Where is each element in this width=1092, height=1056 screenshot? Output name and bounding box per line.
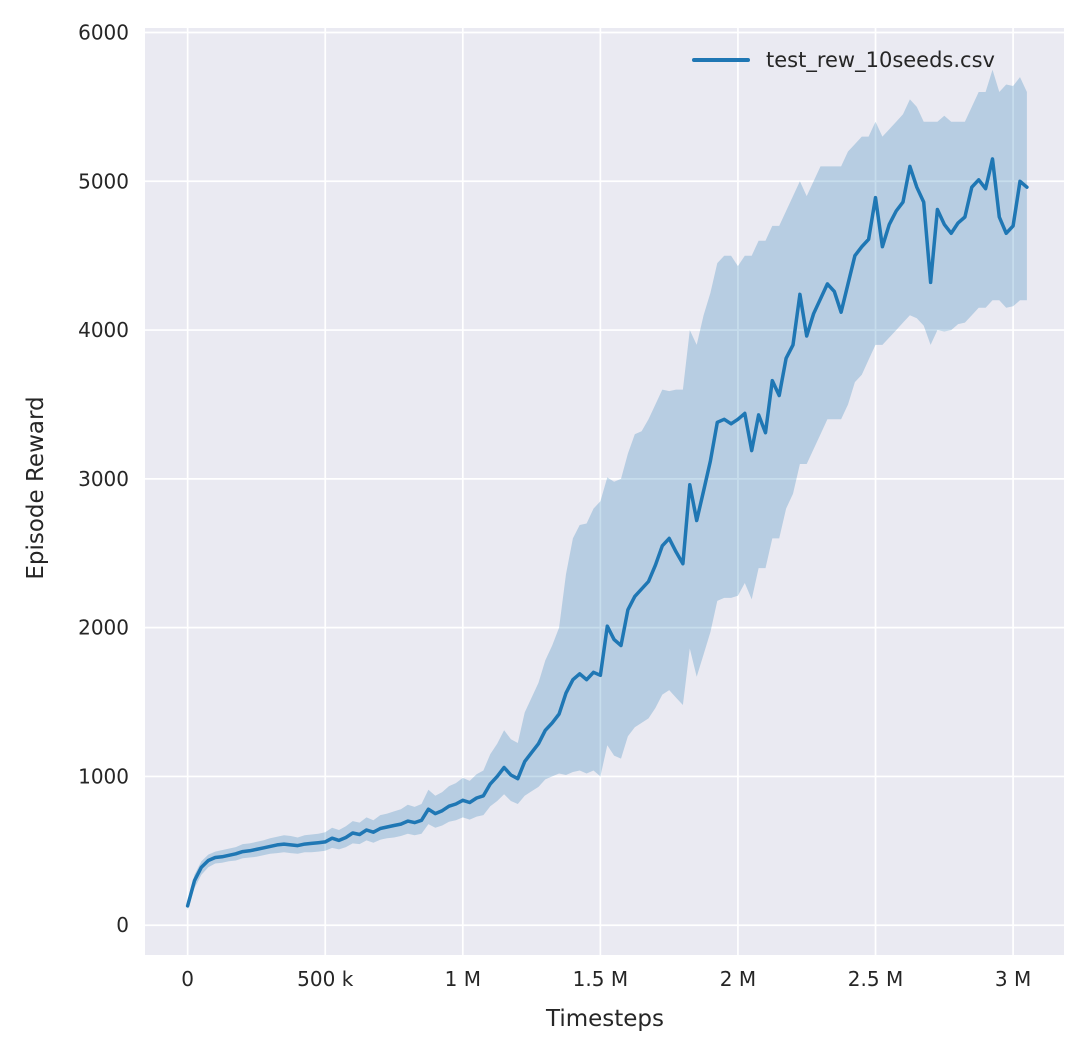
legend: test_rew_10seeds.csv [692,48,995,72]
x-tick-label: 3 M [995,967,1031,991]
legend-line-swatch [692,57,750,63]
y-tick-label: 6000 [78,20,129,44]
y-tick-label: 5000 [78,169,129,193]
x-tick-label: 0 [181,967,194,991]
x-axis-label: Timesteps [545,1006,665,1032]
axes-background [145,28,1064,955]
y-axis-label: Episode Reward [23,396,49,580]
y-tick-label: 1000 [78,764,129,788]
x-tick-label: 2 M [720,967,756,991]
x-tick-label: 500 k [297,967,354,991]
y-tick-label: 3000 [78,467,129,491]
y-tick-label: 2000 [78,616,129,640]
x-tick-label: 2.5 M [848,967,903,991]
confidence-band [187,69,1027,911]
y-tick-label: 0 [116,913,129,937]
series-line [185,157,1029,908]
y-tick-label: 4000 [78,318,129,342]
x-tick-label: 1 M [445,967,481,991]
legend-label: test_rew_10seeds.csv [766,48,995,72]
x-tick-label: 1.5 M [573,967,628,991]
